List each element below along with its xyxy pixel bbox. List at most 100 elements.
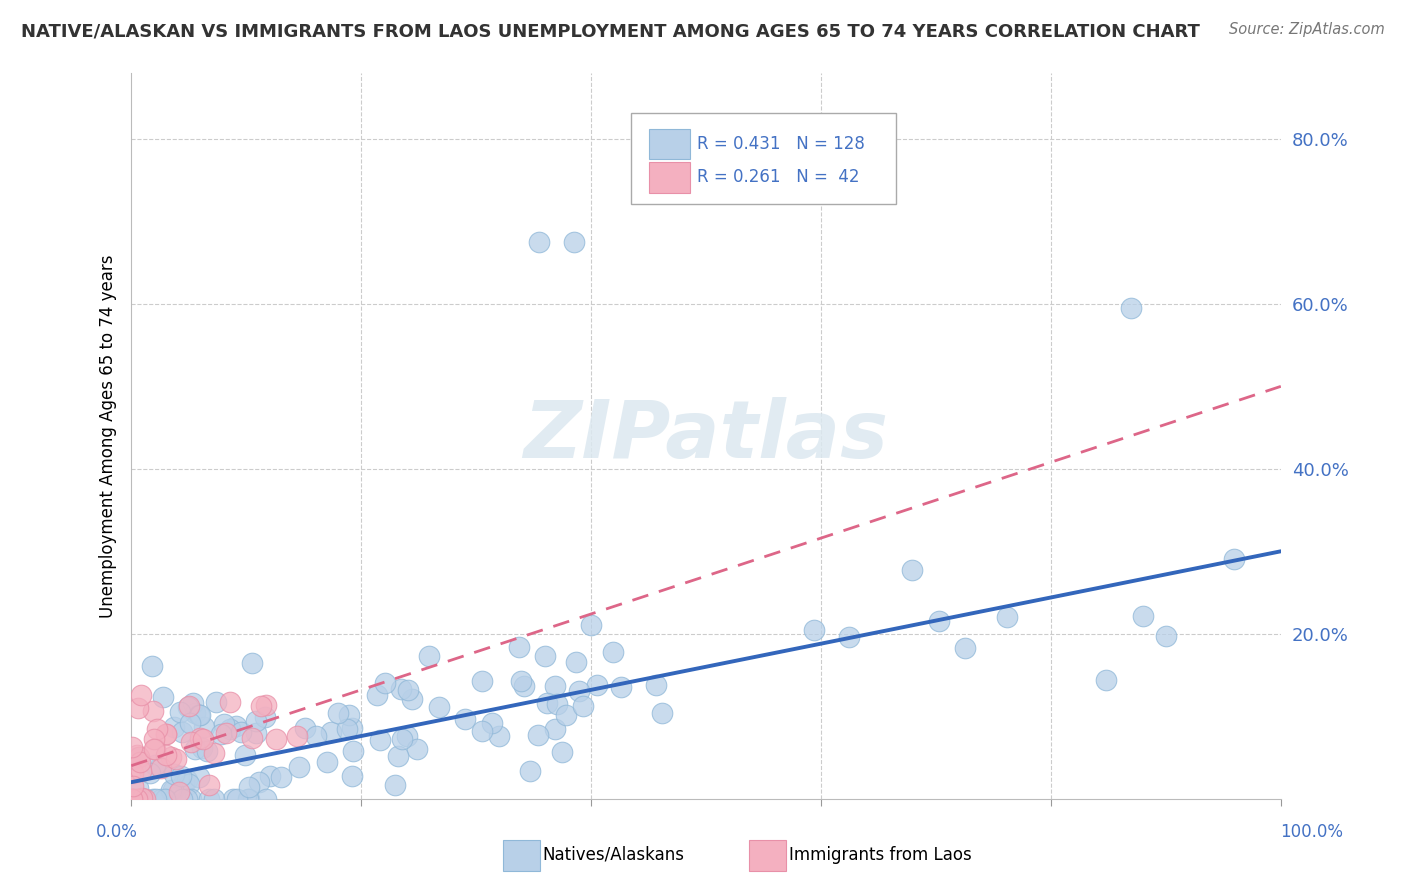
Point bbox=[384, 778, 406, 792]
Point bbox=[155, 727, 177, 741]
Point bbox=[928, 614, 950, 628]
Point bbox=[326, 706, 349, 720]
FancyBboxPatch shape bbox=[648, 128, 690, 160]
Point bbox=[127, 781, 149, 796]
Text: ZIPatlas: ZIPatlas bbox=[523, 397, 889, 475]
Text: NATIVE/ALASKAN VS IMMIGRANTS FROM LAOS UNEMPLOYMENT AMONG AGES 65 TO 74 YEARS CO: NATIVE/ALASKAN VS IMMIGRANTS FROM LAOS U… bbox=[21, 22, 1199, 40]
Point bbox=[233, 748, 256, 763]
Text: R = 0.431   N = 128: R = 0.431 N = 128 bbox=[697, 135, 865, 153]
Point bbox=[555, 708, 578, 723]
Point bbox=[953, 641, 976, 656]
Point bbox=[198, 791, 221, 805]
Point bbox=[152, 690, 174, 705]
Point bbox=[188, 731, 211, 745]
Point bbox=[209, 727, 232, 741]
Point bbox=[803, 624, 825, 638]
Y-axis label: Unemployment Among Ages 65 to 74 years: Unemployment Among Ages 65 to 74 years bbox=[100, 254, 117, 617]
Point bbox=[551, 745, 574, 759]
Point bbox=[165, 752, 187, 766]
Point bbox=[336, 722, 359, 736]
Text: 0.0%: 0.0% bbox=[96, 822, 138, 840]
Point bbox=[122, 791, 145, 805]
Point bbox=[245, 726, 267, 740]
Point bbox=[1121, 301, 1143, 315]
Point bbox=[527, 728, 550, 742]
Point bbox=[125, 791, 148, 805]
Point bbox=[536, 696, 558, 710]
Point bbox=[395, 730, 418, 744]
Point bbox=[202, 746, 225, 760]
Point bbox=[240, 731, 263, 745]
Point bbox=[471, 673, 494, 688]
Point bbox=[238, 780, 260, 794]
Point bbox=[315, 756, 337, 770]
Point bbox=[838, 630, 860, 644]
FancyBboxPatch shape bbox=[648, 162, 690, 193]
Point bbox=[131, 764, 153, 778]
Point bbox=[142, 791, 165, 805]
Point bbox=[125, 751, 148, 765]
Point bbox=[534, 648, 557, 663]
Text: Source: ZipAtlas.com: Source: ZipAtlas.com bbox=[1229, 22, 1385, 37]
Point bbox=[155, 748, 177, 763]
Point bbox=[571, 699, 593, 714]
Point bbox=[181, 696, 204, 710]
Point bbox=[585, 678, 607, 692]
Point bbox=[249, 698, 271, 713]
Point bbox=[609, 680, 631, 694]
Point bbox=[212, 717, 235, 731]
Point bbox=[568, 684, 591, 698]
Point bbox=[184, 742, 207, 756]
Point bbox=[581, 618, 603, 632]
Point bbox=[173, 775, 195, 789]
Point bbox=[121, 752, 143, 766]
Point bbox=[254, 698, 277, 713]
Point bbox=[508, 640, 530, 654]
Point bbox=[155, 791, 177, 805]
Point bbox=[180, 791, 202, 805]
Point bbox=[121, 740, 143, 755]
Point bbox=[165, 789, 187, 804]
Point bbox=[219, 695, 242, 709]
Point bbox=[396, 683, 419, 698]
Point bbox=[481, 716, 503, 731]
Point bbox=[128, 750, 150, 764]
Point bbox=[163, 766, 186, 780]
Point bbox=[143, 758, 166, 772]
Text: Natives/Alaskans: Natives/Alaskans bbox=[543, 846, 685, 863]
Point bbox=[253, 710, 276, 724]
Point bbox=[176, 791, 198, 805]
Point bbox=[188, 708, 211, 723]
Point bbox=[129, 688, 152, 702]
Point bbox=[342, 744, 364, 758]
Point bbox=[121, 791, 143, 805]
Point bbox=[238, 791, 260, 805]
Point bbox=[509, 673, 531, 688]
Point bbox=[264, 731, 287, 746]
Point bbox=[191, 732, 214, 747]
Point bbox=[138, 766, 160, 780]
Point bbox=[198, 778, 221, 792]
Point bbox=[368, 733, 391, 747]
Point bbox=[163, 720, 186, 734]
Point bbox=[247, 774, 270, 789]
Point bbox=[134, 791, 156, 805]
Point bbox=[149, 760, 172, 774]
Point bbox=[149, 761, 172, 775]
Point bbox=[471, 724, 494, 739]
Point bbox=[305, 729, 328, 743]
Point bbox=[342, 721, 364, 735]
Point bbox=[406, 742, 429, 756]
Point bbox=[180, 735, 202, 749]
Point bbox=[191, 741, 214, 756]
Point bbox=[121, 791, 143, 805]
Point bbox=[429, 700, 451, 714]
Point bbox=[259, 769, 281, 783]
Point bbox=[546, 697, 568, 711]
Point bbox=[142, 704, 165, 718]
Point bbox=[401, 692, 423, 706]
Point bbox=[651, 706, 673, 720]
Point bbox=[143, 731, 166, 746]
Point bbox=[179, 716, 201, 731]
Point bbox=[240, 656, 263, 670]
